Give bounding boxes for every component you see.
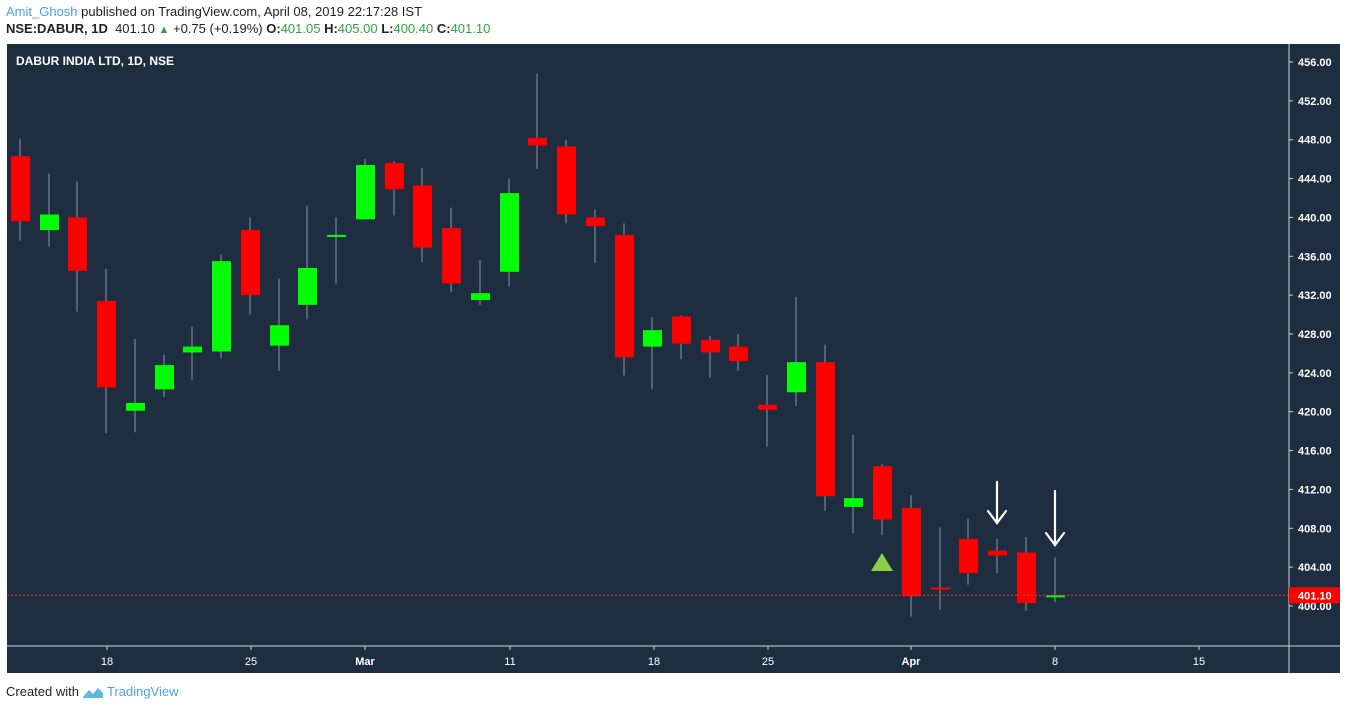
price-tick-label: 436.00 — [1298, 251, 1332, 263]
candle — [356, 159, 375, 220]
candle — [873, 464, 892, 536]
candle — [959, 518, 978, 585]
candle — [500, 178, 519, 287]
chart-title: DABUR INDIA LTD, 1D, NSE — [16, 54, 175, 68]
symbol-label: NSE:DABUR, 1D — [6, 21, 108, 36]
candle — [844, 435, 863, 534]
tradingview-link[interactable]: TradingView — [106, 684, 179, 699]
candle — [816, 344, 835, 511]
price-tick-label: 408.00 — [1298, 523, 1332, 535]
candle — [615, 223, 634, 376]
current-price-label: 401.10 — [1298, 590, 1332, 602]
price-axis[interactable]: 456.00 452.00 448.00 444.00 440.00 436.00 432.… — [1288, 44, 1340, 673]
last-price: 401.10 — [115, 21, 155, 36]
price-change: +0.75 (+0.19%) — [172, 21, 263, 36]
created-with-text: Created with — [6, 684, 79, 699]
symbol-info: NSE:DABUR, 1D 401.10 ▲ +0.75 (+0.19%) O:… — [6, 21, 490, 36]
tradingview-logo-icon — [82, 687, 103, 698]
candle — [988, 538, 1007, 573]
up-triangle-marker-icon — [871, 553, 893, 571]
candle — [643, 317, 662, 390]
footer: Created with TradingView — [6, 684, 179, 699]
published-text: published on TradingView.com, April 08, … — [77, 4, 423, 19]
time-tick-label: 18 — [101, 656, 113, 668]
price-tick-label: 452.00 — [1298, 96, 1332, 108]
candle — [902, 495, 921, 617]
price-tick-label: 440.00 — [1298, 212, 1332, 224]
overlays-layer — [7, 480, 1289, 596]
high-label: H: — [324, 21, 338, 36]
time-tick-label: 25 — [762, 656, 774, 668]
time-tick-label: 18 — [648, 656, 660, 668]
high-value: 405.00 — [337, 21, 378, 36]
candle — [385, 161, 404, 216]
low-value: 400.40 — [393, 21, 434, 36]
price-tick-label: 404.00 — [1298, 562, 1332, 574]
candle — [97, 268, 116, 434]
candle — [931, 527, 950, 610]
candle — [1046, 557, 1065, 603]
open-value: 401.05 — [280, 21, 321, 36]
candle — [40, 173, 59, 247]
candle — [1017, 537, 1036, 611]
publish-info: Amit_Ghosh published on TradingView.com,… — [6, 4, 422, 19]
candle — [672, 315, 691, 360]
price-tick-label: 424.00 — [1298, 368, 1332, 380]
candle — [471, 260, 490, 305]
price-tick-label: 444.00 — [1298, 174, 1332, 186]
candle — [183, 326, 202, 380]
candles-layer — [11, 73, 1065, 617]
candle — [701, 335, 720, 378]
candle — [528, 73, 547, 169]
candle — [586, 209, 605, 264]
time-tick-label: 25 — [245, 656, 257, 668]
price-tick-label: 456.00 — [1298, 57, 1332, 69]
time-tick-label: 15 — [1193, 656, 1205, 668]
time-axis[interactable]: 18 25 Mar 11 18 25 Apr 8 15 — [7, 645, 1340, 668]
candle — [155, 354, 174, 398]
time-tick-label: Apr — [902, 656, 922, 668]
candle — [442, 207, 461, 293]
price-tick-label: 412.00 — [1298, 484, 1332, 496]
candle — [787, 297, 806, 406]
candle — [557, 139, 576, 224]
open-label: O: — [266, 21, 281, 36]
down-arrow-icon — [986, 480, 1008, 525]
candle — [241, 217, 260, 315]
price-tick-label: 416.00 — [1298, 446, 1332, 458]
down-arrow-icon — [1044, 489, 1066, 547]
candle — [270, 278, 289, 371]
up-triangle-icon: ▲ — [158, 24, 170, 36]
low-label: L: — [381, 21, 394, 36]
close-value: 401.10 — [450, 21, 491, 36]
chart-panel[interactable]: DABUR INDIA LTD, 1D, NSE — [7, 44, 1340, 673]
author-link[interactable]: Amit_Ghosh — [6, 4, 78, 19]
candle — [126, 338, 145, 433]
candle — [729, 333, 748, 371]
price-tick-label: 400.00 — [1298, 601, 1332, 613]
close-label: C: — [436, 21, 451, 36]
candle — [413, 167, 432, 263]
candle — [298, 205, 317, 320]
time-tick-label: 11 — [504, 656, 515, 668]
candle — [212, 254, 231, 359]
candle — [758, 374, 777, 447]
price-tick-label: 420.00 — [1298, 407, 1332, 419]
time-tick-label: 8 — [1052, 656, 1058, 668]
price-tick-label: 432.00 — [1298, 290, 1332, 302]
price-tick-label: 448.00 — [1298, 135, 1332, 147]
candle — [11, 138, 30, 241]
time-tick-label: Mar — [355, 656, 375, 668]
current-price-badge — [1289, 587, 1340, 604]
price-tick-label: 428.00 — [1298, 329, 1332, 341]
candle — [327, 217, 346, 284]
candle — [68, 181, 87, 312]
